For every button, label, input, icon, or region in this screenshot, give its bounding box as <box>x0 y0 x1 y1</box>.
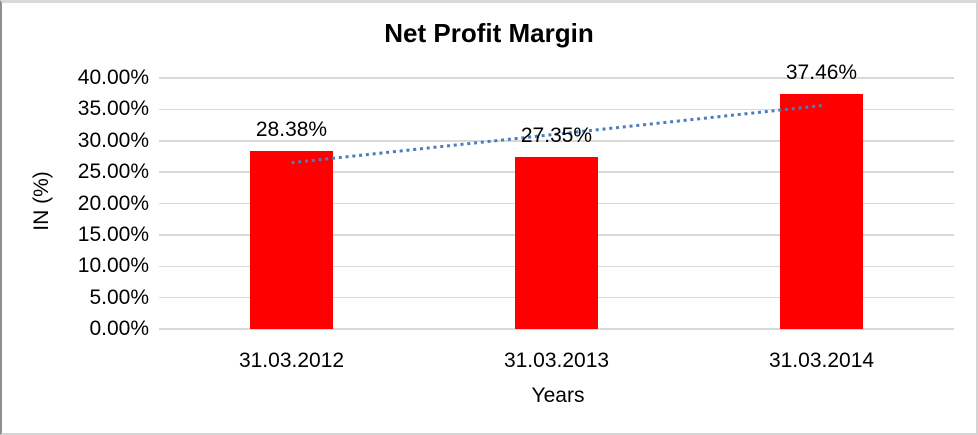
x-axis-title: Years <box>531 384 585 407</box>
x-category-label: 31.03.2012 <box>238 349 345 372</box>
y-tick-label: 0.00% <box>89 317 149 340</box>
y-tick-label: 5.00% <box>89 285 149 309</box>
y-tick-label: 30.00% <box>77 128 149 152</box>
y-tick-label: 35.00% <box>77 97 149 121</box>
bar <box>515 157 598 329</box>
y-tick-label: 10.00% <box>77 254 149 278</box>
y-tick-label: 20.00% <box>77 191 149 215</box>
y-tick-label: 25.00% <box>77 160 149 184</box>
bar-data-label: 27.35% <box>520 124 593 148</box>
y-tick-label: 40.00% <box>77 66 149 89</box>
bar-data-label: 37.46% <box>785 60 858 84</box>
x-category-label: 31.03.2013 <box>503 349 610 372</box>
gridline <box>159 328 954 330</box>
chart-title: Net Profit Margin <box>384 18 594 48</box>
bar <box>780 93 863 329</box>
gridline <box>159 77 954 79</box>
bar-data-label: 28.38% <box>255 117 328 141</box>
y-tick-label: 15.00% <box>77 222 149 246</box>
x-category-label: 31.03.2014 <box>768 349 875 372</box>
bar <box>250 150 333 329</box>
